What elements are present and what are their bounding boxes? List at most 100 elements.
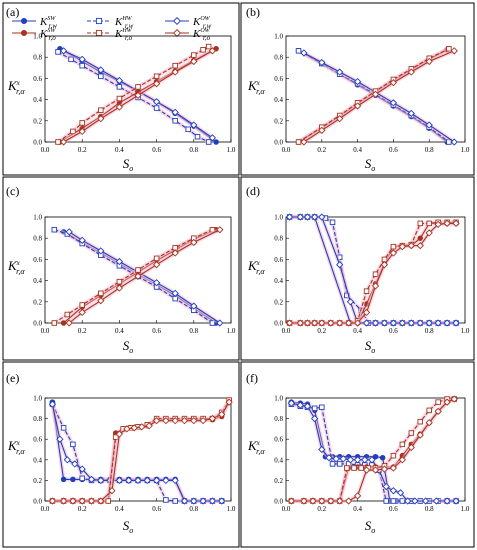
x-axis-label: So — [123, 518, 134, 535]
data-point — [98, 290, 104, 297]
x-tick-label: 0.4 — [115, 505, 124, 513]
plot-area — [51, 226, 224, 327]
data-point — [383, 498, 389, 504]
data-point — [398, 319, 406, 327]
legend-sup: SW — [47, 28, 56, 34]
y-tick-label: 0.8 — [33, 235, 42, 243]
data-point — [450, 47, 458, 55]
data-point — [363, 288, 370, 294]
data-point — [404, 497, 412, 505]
data-point — [372, 271, 379, 277]
data-point — [390, 498, 397, 504]
legend-sup: HW — [121, 28, 132, 34]
data-point — [180, 417, 189, 425]
data-point — [64, 311, 71, 318]
data-point — [336, 319, 344, 327]
chart-panel-e: (e) 0.0 0.2 0.4 0.6 0.8 1.0 0.0 0.2 0.4 0.6 0.8 1.0 K… — [6, 371, 236, 535]
data-point — [318, 445, 326, 454]
data-point — [443, 398, 451, 406]
legend-base: K — [192, 28, 201, 40]
series-HW_o — [51, 226, 216, 326]
data-point — [380, 319, 389, 327]
panel-border — [2, 2, 240, 176]
data-point — [389, 464, 398, 472]
data-point — [425, 57, 433, 66]
x-tick-label: 0.8 — [189, 146, 198, 154]
x-tick-label: 0.2 — [317, 327, 326, 335]
series-line — [52, 399, 230, 502]
data-point — [138, 423, 146, 431]
legend-entry-OW_o: KOW r,o — [165, 28, 211, 42]
data-point — [426, 407, 432, 414]
data-point — [416, 319, 424, 327]
data-point — [152, 476, 161, 485]
y-tick-label: 1.0 — [274, 395, 283, 403]
data-point — [78, 497, 86, 505]
data-point — [70, 476, 76, 483]
data-point — [319, 404, 325, 411]
y-axis-label-sup: x — [256, 79, 261, 87]
x-tick-label: 0.2 — [78, 327, 87, 335]
y-axis-label-sup: x — [256, 439, 261, 447]
y-axis-label-sub: r,α — [256, 267, 265, 276]
y-tick-label: 0.0 — [274, 498, 283, 506]
y-tick-label: 0.6 — [274, 436, 283, 444]
data-point — [295, 48, 302, 54]
series-HW_o — [55, 43, 212, 145]
panel-border — [240, 361, 475, 548]
x-tick-label: 0.2 — [317, 146, 326, 154]
data-point — [60, 425, 67, 431]
data-point — [194, 133, 201, 140]
y-axis-label-sub: r,α — [16, 267, 25, 276]
y-axis-label: Kx r,α — [7, 438, 25, 456]
data-point — [389, 319, 398, 327]
data-point — [389, 79, 398, 87]
data-point — [199, 497, 207, 505]
data-point — [56, 435, 64, 443]
chart-panel-c: (c) 0.0 0.2 0.4 0.6 0.8 1.0 0.0 0.2 0.4 0.6 0.8 1.0 K… — [6, 184, 236, 355]
data-point — [300, 138, 308, 146]
data-point — [318, 213, 326, 221]
data-point — [172, 28, 182, 38]
y-axis-label: Kx r,α — [7, 78, 25, 96]
y-axis-label-base: K — [7, 258, 18, 273]
data-point — [416, 241, 424, 250]
chart-panel-d: (d) 0.0 0.2 0.4 0.6 0.8 1.0 0.0 0.2 0.4 0.6 0.8 1.0 K… — [246, 184, 470, 355]
data-point — [452, 497, 460, 505]
data-point — [180, 497, 189, 505]
data-point — [97, 66, 105, 74]
data-point — [443, 219, 451, 227]
x-tick-label: 0.0 — [282, 146, 291, 154]
data-point — [55, 49, 61, 55]
legend-sup: OW — [200, 16, 210, 22]
data-point — [20, 17, 28, 25]
data-point — [389, 249, 398, 257]
panel-label: (b) — [246, 5, 260, 19]
series-line — [54, 229, 213, 324]
y-axis-label: Kx r,α — [247, 438, 265, 456]
series-OW_o — [300, 47, 458, 146]
data-point — [329, 461, 336, 467]
plot-area — [287, 395, 460, 505]
data-point — [407, 68, 415, 76]
data-point — [208, 414, 217, 423]
data-point — [55, 139, 61, 145]
x-tick-label: 0.0 — [282, 505, 291, 513]
data-point — [336, 261, 344, 269]
series-OW_w — [48, 400, 226, 505]
y-tick-label: 0.4 — [33, 456, 42, 464]
x-axis-label-base: S — [365, 518, 372, 533]
data-point — [358, 465, 364, 471]
series-OW_o — [48, 398, 233, 505]
data-point — [208, 497, 217, 505]
data-point — [115, 284, 124, 292]
series-OW_o — [287, 395, 458, 505]
data-point — [390, 243, 397, 250]
data-point — [285, 319, 294, 327]
data-point — [97, 297, 105, 305]
data-point — [371, 90, 380, 98]
data-point — [309, 497, 317, 505]
data-point — [69, 497, 77, 505]
data-point — [130, 424, 138, 432]
